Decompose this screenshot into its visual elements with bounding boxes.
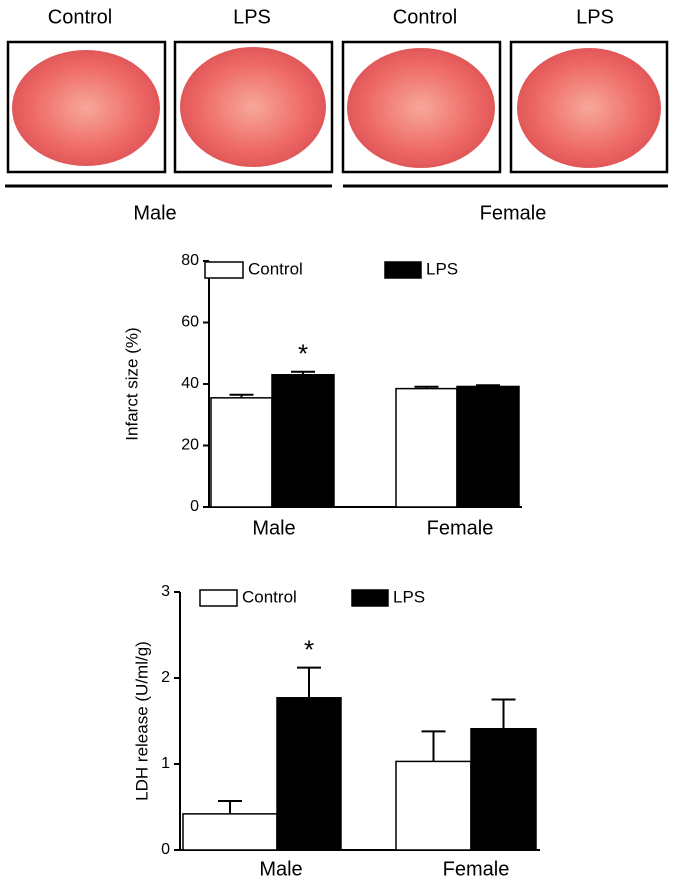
legend-swatch [384,261,422,279]
bar [210,397,273,508]
bar [271,374,335,508]
bar [182,813,278,851]
photo-label: LPS [576,6,614,28]
photo-panel: Control LPS Control LPS Male Female [5,6,669,224]
y-tick-label: 2 [161,669,170,686]
x-tick-label: Female [443,858,510,880]
bar [395,760,472,851]
y-tick-label: 0 [161,841,170,858]
heart-image [517,48,661,168]
heart-image [12,50,160,166]
legend-label: LPS [393,587,425,606]
photo-label: Control [48,6,112,28]
x-tick-label: Female [427,517,494,539]
legend-swatch [351,589,389,607]
bar [456,385,520,508]
x-tick-label: Male [259,858,302,880]
heart-image [347,48,495,168]
group-label: Female [480,202,547,224]
group-label: Male [133,202,176,224]
y-tick-label: 60 [181,314,199,331]
bar [276,697,342,851]
photo-label: LPS [233,6,271,28]
legend-swatch [204,261,244,279]
y-tick-label: 3 [161,583,170,600]
y-axis-label: Infarct size (%) [122,327,141,440]
legend-swatch [199,589,238,607]
legend-label: Control [242,587,297,606]
x-tick-label: Male [252,517,295,539]
y-tick-label: 1 [161,755,170,772]
bar [395,387,458,508]
y-tick-label: 20 [181,437,199,454]
heart-image [180,47,326,167]
bar [470,727,537,851]
legend-label: LPS [426,259,458,278]
photo-label: Control [393,6,457,28]
legend-label: Control [248,259,303,278]
y-axis-label: LDH release (U/ml/g) [132,641,151,801]
y-tick-label: 40 [181,375,199,392]
significance-marker: * [304,635,314,665]
y-tick-label: 80 [181,252,199,269]
y-tick-label: 0 [190,498,199,515]
significance-marker: * [298,339,308,369]
